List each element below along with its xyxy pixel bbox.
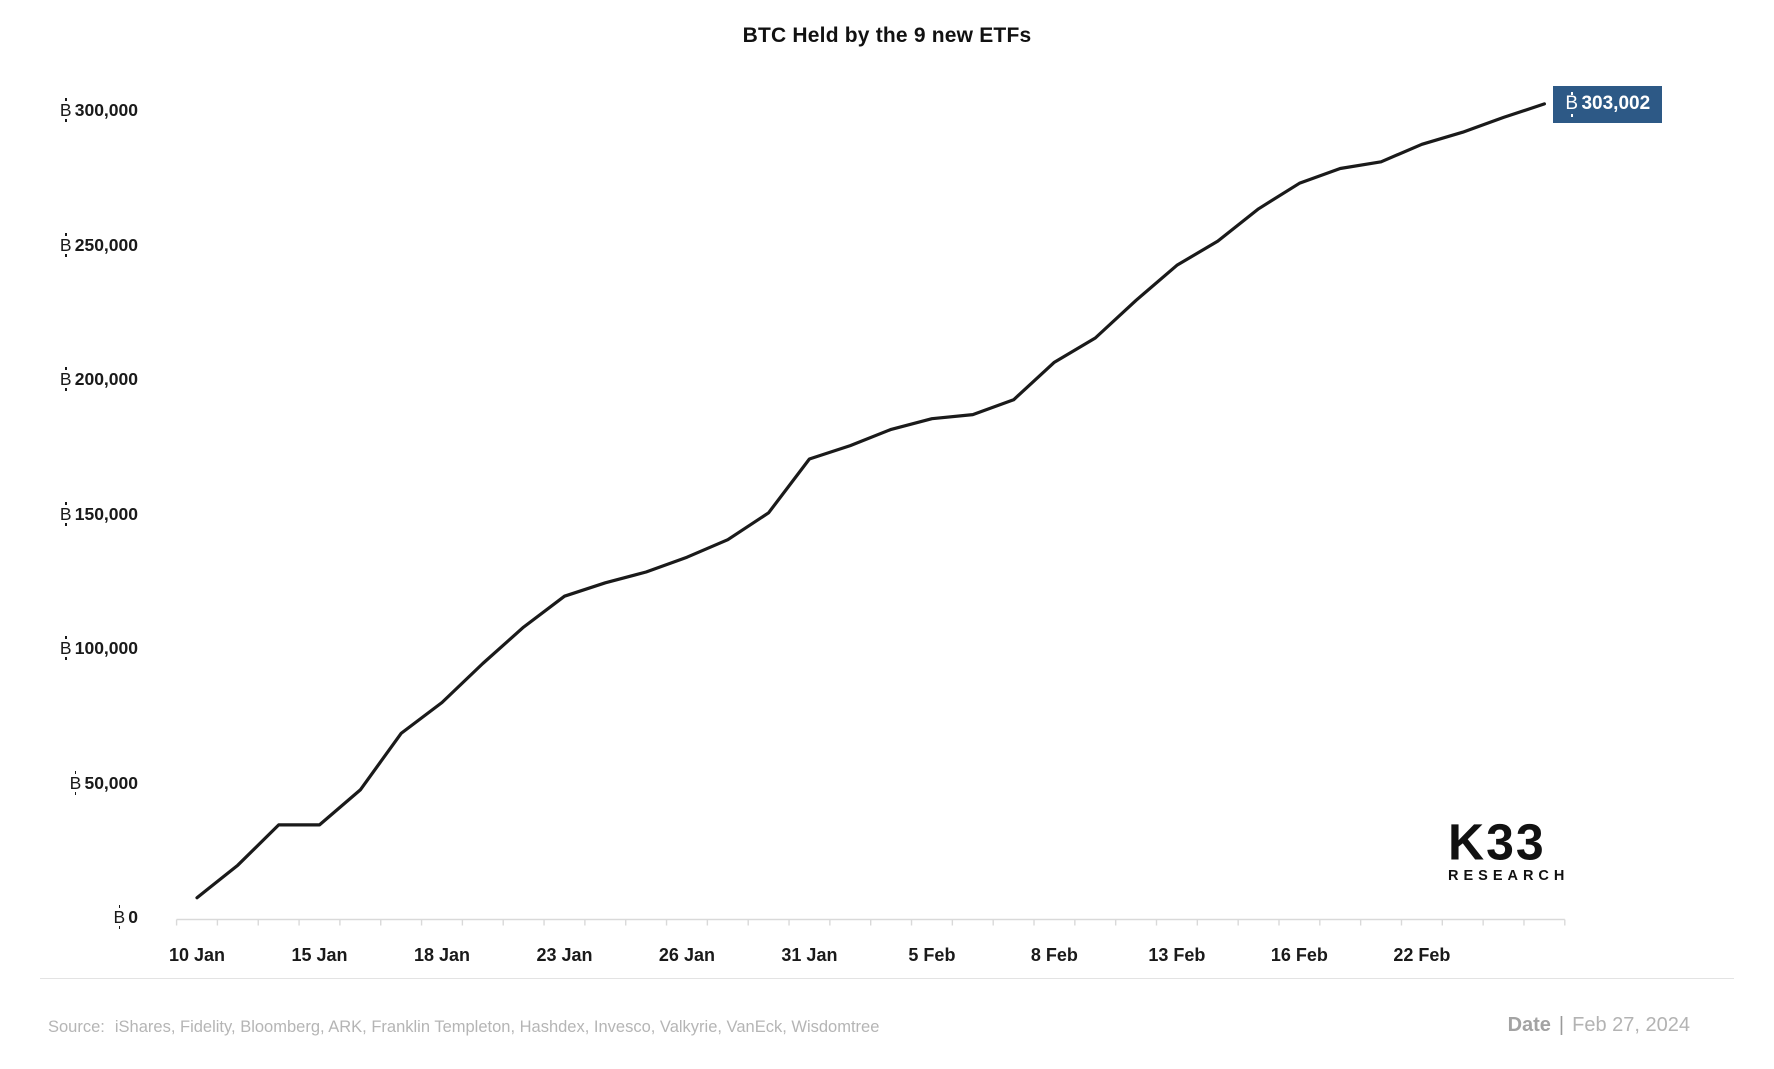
y-axis-tick-label: B 250,000 — [28, 232, 138, 257]
date-line: Date | Feb 27, 2024 — [1508, 1014, 1690, 1037]
x-axis-tick-label: 15 Jan — [291, 945, 348, 965]
x-axis-tick-label: 10 Jan — [168, 945, 226, 965]
date-label: Date — [1507, 1014, 1551, 1036]
y-axis-tick-value: 300,000 — [74, 100, 138, 120]
source-line: Source: iShares, Fidelity, Bloomberg, ARK… — [48, 1018, 879, 1037]
x-axis-tick-label: 8 Feb — [1030, 945, 1078, 965]
x-axis-tick-label: 26 Jan — [658, 945, 715, 965]
date-value: Feb 27, 2024 — [1572, 1014, 1690, 1036]
x-axis-tick-label: 18 Jan — [413, 945, 470, 965]
k33-research-logo: K33 RESEARCH — [1448, 813, 1570, 884]
logo-k33-text: K33 — [1448, 813, 1546, 871]
logo-research-text: RESEARCH — [1448, 868, 1570, 884]
source-text: iShares, Fidelity, Bloomberg, ARK, Frank… — [114, 1018, 880, 1036]
date-separator: | — [1558, 1014, 1565, 1036]
last-value-badge: B 303,002 — [1553, 85, 1663, 123]
x-axis-tick-label: 22 Feb — [1393, 945, 1451, 965]
x-axis-tick-label: 5 Feb — [908, 945, 956, 965]
x-axis-tick-label: 13 Feb — [1148, 945, 1206, 965]
y-axis-tick-value: 100,000 — [74, 638, 138, 658]
chart-title: BTC Held by the 9 new ETFs — [742, 24, 1032, 47]
bitcoin-symbol-icon: B — [59, 636, 72, 661]
bitcoin-symbol-icon: B — [59, 98, 72, 123]
y-axis-tick-value: 200,000 — [74, 369, 138, 389]
y-axis-tick-label: B 300,000 — [28, 98, 138, 123]
bitcoin-symbol-icon: B — [69, 770, 82, 795]
x-axis-tick-label: 31 Jan — [781, 945, 838, 965]
y-axis-tick-value: 250,000 — [74, 234, 138, 255]
holdings-line-series — [195, 102, 1547, 900]
bitcoin-symbol-icon: B — [113, 905, 126, 930]
bitcoin-symbol-icon: B — [1565, 91, 1579, 117]
x-axis — [175, 918, 1566, 926]
footer-divider — [40, 978, 1734, 979]
x-axis-tick-label: 16 Feb — [1270, 945, 1328, 965]
bitcoin-symbol-icon: B — [59, 232, 72, 257]
last-value-text: 303,002 — [1581, 93, 1651, 115]
source-label: Source: — [48, 1018, 105, 1036]
x-axis-tick-label: 23 Jan — [536, 945, 593, 965]
y-axis-tick-label: B 100,000 — [28, 636, 138, 661]
bitcoin-symbol-icon: B — [59, 367, 72, 392]
y-axis-tick-value: 50,000 — [84, 772, 138, 793]
y-axis-tick-label: B 50,000 — [28, 770, 138, 795]
y-axis-tick-label: B 150,000 — [28, 501, 138, 526]
bitcoin-symbol-icon: B — [59, 501, 72, 526]
y-axis-tick-label: B 200,000 — [28, 367, 138, 392]
y-axis-tick-value: 0 — [128, 907, 138, 927]
y-axis-tick-value: 150,000 — [74, 503, 138, 524]
